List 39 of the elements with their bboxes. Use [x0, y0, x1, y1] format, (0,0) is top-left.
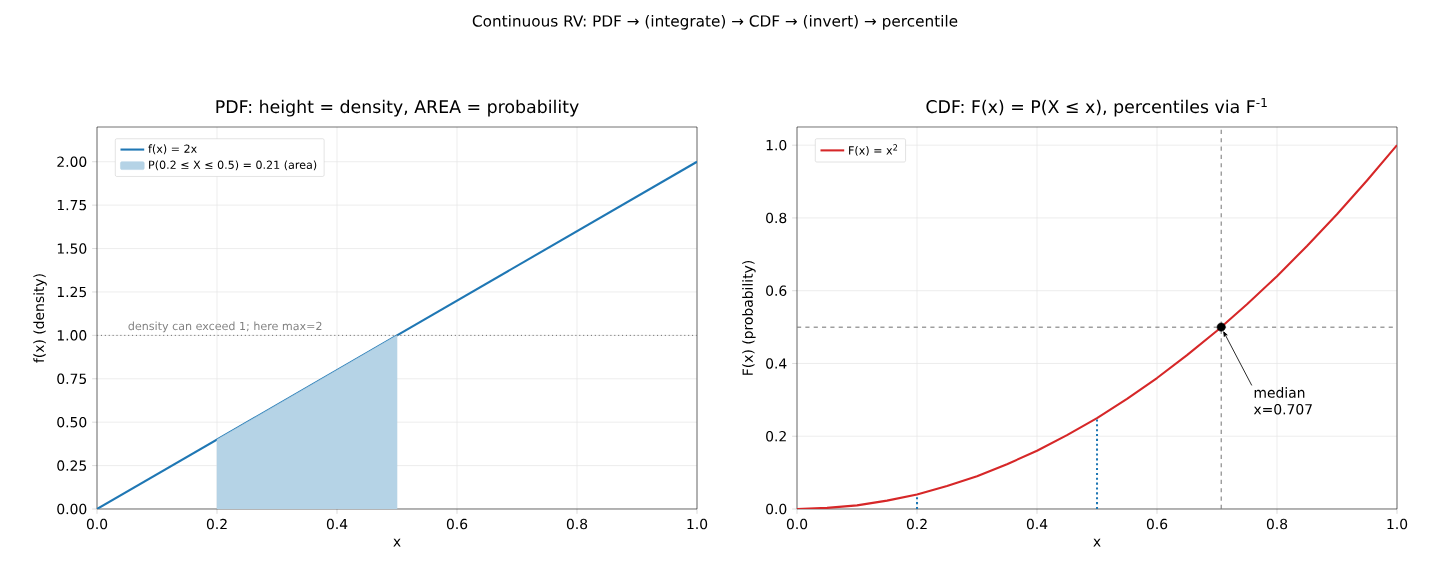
y-tick-label: 0.2	[766, 430, 786, 442]
x-tick-label: 0.4	[1026, 518, 1048, 530]
y-tick-label: 1.75	[57, 199, 87, 211]
y-tick-label: 0.6	[766, 285, 787, 296]
x-tick-label: 0.8	[1266, 518, 1288, 530]
ref-line-label: density can exceed 1; here max=2	[128, 321, 322, 333]
x-tick-label: 0.4	[326, 518, 348, 530]
x-tick-label: 0.0	[786, 518, 808, 530]
legend-label: F(x) = x$^{2}$	[849, 144, 898, 156]
legend-label: f(x) = 2x	[148, 144, 197, 155]
y-tick-label: 1.00	[57, 330, 87, 341]
x-axis-title: x	[393, 538, 401, 547]
x-tick-label: 1.0	[687, 518, 708, 530]
y-tick-label: 0.8	[766, 212, 787, 224]
y-tick-label: 2.00	[57, 156, 87, 167]
x-tick-label: 0.2	[206, 518, 227, 530]
x-tick-label: 0.6	[1146, 518, 1168, 530]
y-tick-label: 0.75	[57, 373, 87, 385]
y-tick-label: 0.25	[57, 460, 87, 471]
x-tick-label: 0.8	[566, 518, 588, 530]
x-tick-label: 0.2	[906, 518, 927, 530]
y-tick-label: 0.00	[57, 503, 87, 515]
y-tick-label: 0.4	[766, 358, 787, 369]
y-axis-title: F(x) (probability)	[742, 260, 756, 375]
y-tick-label: 1.0	[766, 139, 787, 151]
y-tick-label: 1.25	[57, 286, 87, 298]
x-tick-label: 1.0	[1387, 518, 1408, 530]
x-tick-label: 0.6	[446, 518, 468, 530]
x-tick-label: 0.0	[86, 518, 108, 530]
chart-title: PDF: height = density, AREA = probability	[216, 99, 579, 117]
x-axis-title: x	[1093, 538, 1101, 547]
y-tick-label: 1.50	[57, 243, 87, 254]
y-tick-label: 0.0	[766, 503, 787, 515]
text: Continuous RV: PDF → (integrate) → CDF → (invert) → percentile	[472, 14, 958, 30]
chart-title: CDF: F(x) = P(X ≤ x), percentiles via F$^{-1}$	[926, 98, 1267, 117]
y-tick-label: 0.50	[57, 416, 87, 428]
legend-label: P(0.2 ≤ X ≤ 0.5) = 0.21 (area)	[149, 160, 317, 171]
annotation: median x=0.707	[1253, 387, 1312, 415]
y-axis-title: f(x) (density)	[33, 274, 47, 363]
